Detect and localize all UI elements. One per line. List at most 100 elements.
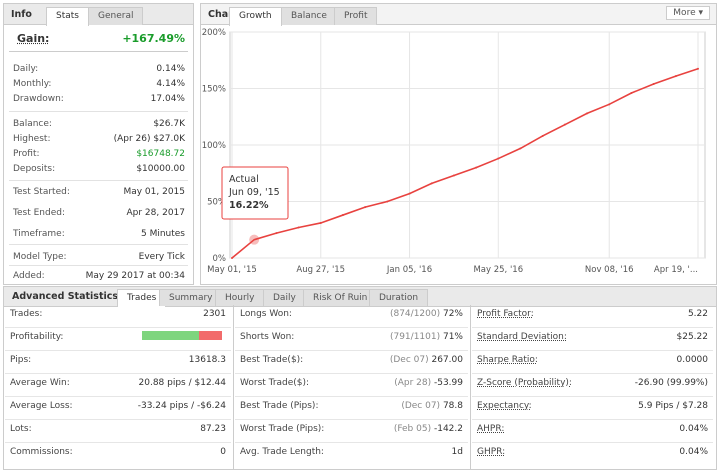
point bbox=[563, 123, 566, 126]
info-panel: Info Stats General Gain: +167.49% Daily: 0.… bbox=[3, 3, 194, 285]
more-label: More bbox=[673, 8, 696, 18]
stat-value-text: -26.90 (99.99%) bbox=[634, 378, 708, 388]
point bbox=[697, 67, 699, 70]
tooltip-text: 16.22% bbox=[229, 200, 269, 211]
tab[interactable]: Profit bbox=[334, 7, 378, 25]
row-sep bbox=[5, 373, 231, 374]
row-sep bbox=[235, 327, 468, 328]
stat-label: Best Trade($): bbox=[240, 355, 304, 365]
info-label: Monthly: bbox=[13, 79, 52, 89]
info-value: 0.14% bbox=[156, 64, 185, 74]
y-tick-label: 50% bbox=[207, 198, 226, 208]
stat-label: Average Win: bbox=[10, 378, 70, 388]
stat-value: (Feb 05) -142.2 bbox=[233, 424, 463, 434]
x-tick-label: May 25, '16 bbox=[473, 265, 523, 275]
growth-line bbox=[231, 67, 699, 259]
row-sep bbox=[472, 419, 713, 420]
point bbox=[319, 221, 322, 224]
stat-label: Avg. Trade Length: bbox=[240, 447, 324, 457]
stat-label: Commissions: bbox=[10, 447, 73, 457]
stat-value: 2301 bbox=[3, 309, 226, 319]
point bbox=[275, 232, 278, 235]
y-tick-label: 150% bbox=[202, 85, 226, 95]
chart-panel: Chart Growth Balance Profit More ▾ bbox=[200, 3, 717, 285]
info-value: 5 Minutes bbox=[140, 229, 185, 239]
row-sep bbox=[235, 396, 468, 397]
x-tick-label: Jan 05, '16 bbox=[386, 265, 432, 275]
more-button[interactable]: More ▾ bbox=[666, 6, 710, 20]
stat-value-text: 5.9 Pips / $7.28 bbox=[638, 401, 708, 411]
sep bbox=[9, 51, 188, 52]
tooltip-text: Actual bbox=[229, 174, 259, 185]
tab[interactable]: Duration bbox=[369, 289, 429, 306]
stat-value-text: $25.22 bbox=[676, 332, 709, 342]
profit-bar bbox=[142, 331, 199, 340]
info-label: Timeframe: bbox=[13, 229, 65, 239]
stat-value-text: 72% bbox=[442, 309, 463, 319]
stat-value: (Dec 07) 78.8 bbox=[233, 401, 463, 411]
y-tick-label: 100% bbox=[202, 141, 226, 151]
row-sep bbox=[472, 373, 713, 374]
stat-note: (Feb 05) bbox=[393, 424, 432, 434]
stat-value: 87.23 bbox=[3, 424, 226, 434]
gain-value: +167.49% bbox=[122, 32, 185, 45]
info-value: $26.7K bbox=[153, 119, 185, 129]
stat-value: (791/1101) 71% bbox=[233, 332, 463, 342]
stat-label: Trades: bbox=[10, 309, 43, 319]
info-label: Balance: bbox=[13, 119, 52, 129]
row-sep bbox=[235, 419, 468, 420]
stat-label: Profitability: bbox=[10, 332, 64, 342]
point bbox=[497, 157, 500, 160]
stat-label: Standard Deviation: bbox=[477, 332, 567, 342]
row-sep bbox=[5, 442, 231, 443]
stat-value: (Dec 07) 267.00 bbox=[233, 355, 463, 365]
info-label: Highest: bbox=[13, 134, 51, 144]
gain-label: Gain: bbox=[17, 32, 50, 45]
stat-label: AHPR: bbox=[477, 424, 505, 434]
tab[interactable]: General bbox=[88, 7, 144, 25]
stat-value-text: 267.00 bbox=[431, 355, 464, 365]
chart-header: Chart Growth Balance Profit More ▾ bbox=[201, 4, 716, 26]
point bbox=[341, 214, 344, 217]
point bbox=[519, 147, 522, 150]
stat-value-text: 2301 bbox=[203, 309, 226, 319]
stats-title: Advanced Statistics bbox=[12, 291, 119, 302]
stat-value: (874/1200) 72% bbox=[233, 309, 463, 319]
stat-label: Sharpe Ratio: bbox=[477, 355, 538, 365]
stat-value: 5.9 Pips / $7.28 bbox=[470, 401, 708, 411]
stats-header: Advanced Statistics Trades Summary Hourly D… bbox=[3, 286, 717, 307]
stat-value: 0.0000 bbox=[470, 355, 709, 365]
point bbox=[430, 182, 433, 185]
point bbox=[475, 166, 478, 169]
row-sep bbox=[472, 396, 713, 397]
info-label: Profit: bbox=[13, 149, 40, 159]
info-label: Test Started: bbox=[13, 187, 70, 197]
stat-label: Best Trade (Pips): bbox=[240, 401, 319, 411]
row-sep bbox=[472, 442, 713, 443]
point bbox=[452, 174, 455, 177]
info-value: 17.04% bbox=[150, 94, 185, 104]
row-sep bbox=[235, 373, 468, 374]
stat-label: Pips: bbox=[10, 355, 32, 365]
row-sep bbox=[5, 327, 231, 328]
info-title: Info bbox=[11, 9, 32, 20]
sep bbox=[9, 180, 188, 181]
stat-note: (874/1200) bbox=[389, 309, 441, 319]
y-tick-label: 200% bbox=[202, 28, 226, 38]
stat-label: Longs Won: bbox=[240, 309, 292, 319]
info-label: Daily: bbox=[13, 64, 39, 74]
stat-value: 0 bbox=[3, 447, 226, 457]
stat-label: Worst Trade($): bbox=[240, 378, 310, 388]
stat-value-text: 5.22 bbox=[687, 309, 708, 319]
sep bbox=[9, 244, 188, 245]
point bbox=[386, 200, 389, 203]
stat-value: -26.90 (99.99%) bbox=[470, 378, 708, 388]
info-label: Test Ended: bbox=[13, 208, 65, 218]
stat-note: (Dec 07) bbox=[401, 401, 441, 411]
stat-value: 5.22 bbox=[470, 309, 708, 319]
row-sep bbox=[235, 350, 468, 351]
stat-value-text: 1d bbox=[451, 447, 463, 457]
stat-value-text: -142.2 bbox=[433, 424, 463, 434]
y-tick-label: 0% bbox=[213, 254, 227, 264]
